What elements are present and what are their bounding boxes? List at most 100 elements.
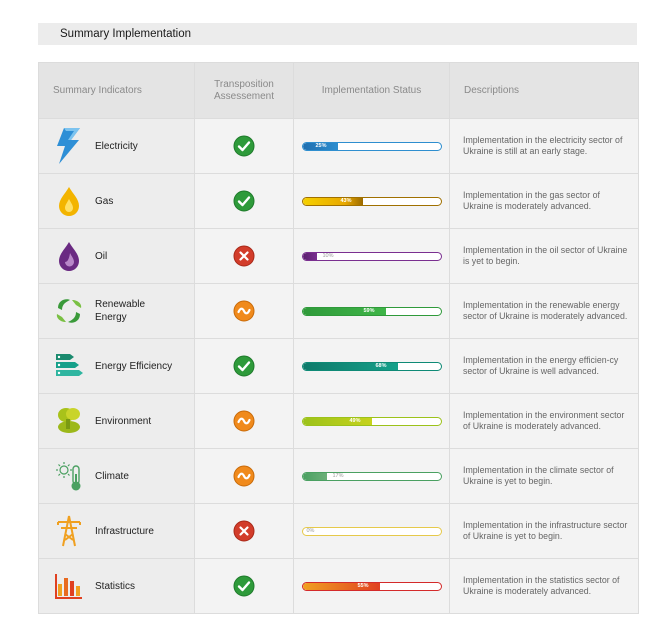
partial-wave-icon xyxy=(233,465,255,487)
header-implementation-status: Implementation Status xyxy=(293,62,450,119)
header-transposition-assessment: Transposition Assessement xyxy=(194,62,294,119)
progress-fill xyxy=(302,307,386,315)
cross-icon xyxy=(233,245,255,267)
indicator-label-oil: Oil xyxy=(95,250,108,262)
status-cell: 25% xyxy=(293,118,450,174)
progress-bar-climate: 17% xyxy=(301,471,442,481)
description-cell: Implementation in the energy efficien-cy… xyxy=(449,338,639,394)
indicator-label-climate: Climate xyxy=(95,470,129,482)
indicator-cell: Infrastructure xyxy=(38,503,195,559)
progress-bar-renewable-energy: 59% xyxy=(301,306,442,316)
progress-fill xyxy=(302,472,327,480)
progress-percent-label: 68% xyxy=(375,362,387,369)
indicator-label-environment: Environment xyxy=(95,415,152,427)
status-cell: 68% xyxy=(293,338,450,394)
progress-bar-infrastructure: 0% xyxy=(301,526,442,536)
cross-icon xyxy=(233,520,255,542)
description-text: Implementation in the gas sector of Ukra… xyxy=(463,189,600,212)
check-icon xyxy=(233,190,255,212)
description-cell: Implementation in the environment sector… xyxy=(449,393,639,449)
progress-bar-statistics: 55% xyxy=(301,581,442,591)
indicator-label-renewable-energy: Renewable Energy xyxy=(95,299,146,323)
indicator-cell: Energy Efficiency xyxy=(38,338,195,394)
check-icon xyxy=(233,135,255,157)
progress-percent-label: 25% xyxy=(315,142,327,149)
progress-fill xyxy=(302,582,380,590)
table-row: Climate 17% Implementation in the climate … xyxy=(38,448,639,504)
progress-percent-label: 55% xyxy=(357,582,369,589)
table-row: Statistics 55% Implementation in the stati… xyxy=(38,558,639,614)
description-text: Implementation in the climate sector of … xyxy=(463,464,614,487)
status-cell: 59% xyxy=(293,283,450,339)
indicator-cell: Renewable Energy xyxy=(38,283,195,339)
indicator-label-gas: Gas xyxy=(95,195,114,207)
header-summary-indicators: Summary Indicators xyxy=(38,62,195,119)
indicator-cell: Environment xyxy=(38,393,195,449)
description-text: Implementation in the oil sector of Ukra… xyxy=(463,244,628,267)
oil-drop-icon xyxy=(47,236,91,276)
description-cell: Implementation in the climate sector of … xyxy=(449,448,639,504)
table-row: Gas 43% Implementation in the gas sector o… xyxy=(38,173,639,229)
description-cell: Implementation in the electricity sector… xyxy=(449,118,639,174)
assessment-cell xyxy=(194,118,294,174)
summary-table: Summary Indicators Transposition Assesse… xyxy=(38,62,639,614)
status-cell: 10% xyxy=(293,228,450,284)
table-row: Environment 49% Implementation in the envi… xyxy=(38,393,639,449)
table-row: Energy Efficiency 68% Implementation in th… xyxy=(38,338,639,394)
description-cell: Implementation in the gas sector of Ukra… xyxy=(449,173,639,229)
description-text: Implementation in the electricity sector… xyxy=(463,134,623,157)
partial-wave-icon xyxy=(233,410,255,432)
indicator-cell: Electricity xyxy=(38,118,195,174)
header-descriptions: Descriptions xyxy=(449,62,639,119)
progress-percent-label: 10% xyxy=(322,252,334,259)
assessment-cell xyxy=(194,448,294,504)
progress-fill xyxy=(302,252,317,260)
check-icon xyxy=(233,355,255,377)
partial-wave-icon xyxy=(233,300,255,322)
progress-fill xyxy=(302,362,398,370)
description-cell: Implementation in the infrastructure sec… xyxy=(449,503,639,559)
assessment-cell xyxy=(194,338,294,394)
progress-bar-energy-efficiency: 68% xyxy=(301,361,442,371)
progress-bar-environment: 49% xyxy=(301,416,442,426)
indicator-cell: Statistics xyxy=(38,558,195,614)
assessment-cell xyxy=(194,228,294,284)
status-cell: 55% xyxy=(293,558,450,614)
description-text: Implementation in the energy efficien-cy… xyxy=(463,354,619,377)
description-text: Implementation in the infrastructure sec… xyxy=(463,519,628,542)
assessment-cell xyxy=(194,393,294,449)
efficiency-bars-icon xyxy=(47,346,91,386)
progress-fill xyxy=(302,417,372,425)
progress-percent-label: 0% xyxy=(306,527,315,534)
assessment-cell xyxy=(194,503,294,559)
indicator-label-statistics: Statistics xyxy=(95,580,136,592)
assessment-cell xyxy=(194,173,294,229)
lightning-icon xyxy=(47,126,91,166)
section-title: Summary Implementation xyxy=(38,23,637,45)
tree-icon xyxy=(47,401,91,441)
progress-percent-label: 43% xyxy=(340,197,352,204)
header-transposition-line2: Assessement xyxy=(213,90,275,102)
assessment-cell xyxy=(194,283,294,339)
indicator-label-electricity: Electricity xyxy=(95,140,138,152)
flame-drop-icon xyxy=(47,181,91,221)
table-row: Renewable Energy 59% Implementation in the… xyxy=(38,283,639,339)
description-text: Implementation in the renewable energy s… xyxy=(463,299,628,322)
description-cell: Implementation in the statistics sector … xyxy=(449,558,639,614)
header-transposition-line1: Transposition xyxy=(214,78,274,90)
indicator-cell: Climate xyxy=(38,448,195,504)
progress-percent-label: 59% xyxy=(363,307,375,314)
indicator-label-energy-efficiency: Energy Efficiency xyxy=(95,360,173,372)
indicator-cell: Oil xyxy=(38,228,195,284)
indicator-label-infrastructure: Infrastructure xyxy=(95,525,154,537)
status-cell: 0% xyxy=(293,503,450,559)
pylon-icon xyxy=(47,511,91,551)
description-cell: Implementation in the renewable energy s… xyxy=(449,283,639,339)
progress-percent-label: 49% xyxy=(349,417,361,424)
progress-fill xyxy=(302,142,338,150)
description-text: Implementation in the statistics sector … xyxy=(463,574,620,597)
status-cell: 43% xyxy=(293,173,450,229)
indicator-cell: Gas xyxy=(38,173,195,229)
progress-bar-gas: 43% xyxy=(301,196,442,206)
progress-bar-oil: 10% xyxy=(301,251,442,261)
